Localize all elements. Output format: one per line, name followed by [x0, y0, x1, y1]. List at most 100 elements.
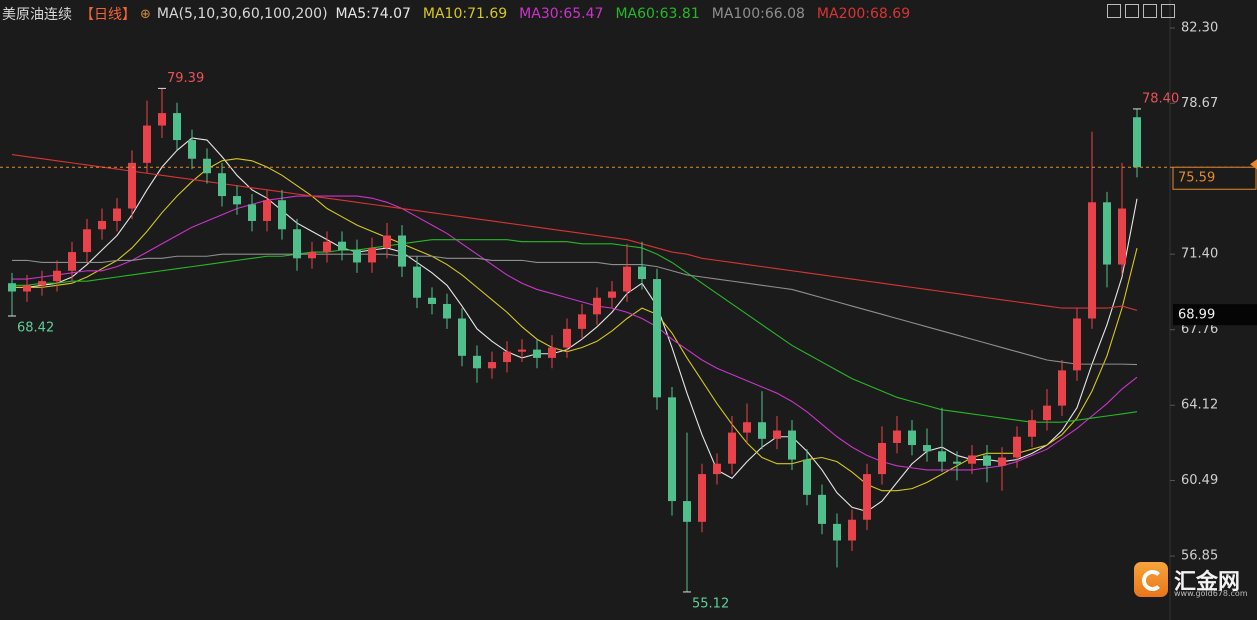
candle-body — [443, 303, 451, 319]
logo-name: 汇金网 — [1174, 570, 1241, 595]
y-tick-label: 56.85 — [1181, 549, 1218, 564]
candle-body — [263, 200, 271, 221]
candle-body — [953, 461, 961, 464]
ref-price-box — [1173, 304, 1257, 326]
candle-body — [653, 279, 661, 398]
candle-body — [968, 455, 976, 464]
candle-body — [863, 474, 871, 520]
legend-entry: MA60:63.81 — [615, 6, 700, 22]
candle-body — [173, 113, 181, 141]
candle-body — [503, 351, 511, 363]
candle-body — [1103, 202, 1111, 265]
y-tick-label: 67.76 — [1181, 322, 1218, 337]
candle-body — [1088, 202, 1096, 319]
candle-body — [413, 266, 421, 298]
current-price-box — [1172, 166, 1257, 190]
candle-body — [1043, 405, 1051, 421]
candle-body — [593, 297, 601, 315]
candle-body — [128, 162, 136, 209]
candle-body — [698, 474, 706, 522]
legend-entry: MA200:68.69 — [816, 6, 911, 22]
candle-body — [38, 281, 46, 286]
legend-entry: MA100:66.08 — [711, 6, 805, 22]
candle-body — [308, 252, 316, 259]
candle-body — [878, 442, 886, 475]
candle-body — [143, 125, 151, 163]
candle-body — [233, 196, 241, 205]
candle-body — [68, 252, 76, 271]
ref-price-label: 68.99 — [1178, 308, 1215, 323]
logo-url: www.gold678.com — [1174, 589, 1248, 598]
candle-body — [773, 430, 781, 439]
candle-body — [98, 220, 106, 230]
candle-body — [23, 285, 31, 292]
legend: MA5:74.07 MA10:71.69 MA30:65.47 MA60:63.81 M… — [336, 6, 923, 22]
candle-body — [788, 430, 796, 460]
candle-body — [188, 140, 196, 159]
candle-body — [578, 314, 586, 329]
candle-body — [818, 494, 826, 524]
candle-body — [563, 328, 571, 348]
candle-body — [428, 297, 436, 304]
candle-body — [1028, 420, 1036, 437]
y-tick-label: 64.12 — [1181, 398, 1218, 413]
ma-line — [12, 253, 1138, 366]
extreme-label: 78.40 — [1142, 91, 1179, 106]
candle-body — [728, 432, 736, 464]
candle-body — [923, 445, 931, 452]
candle-body — [848, 519, 856, 541]
add-icon[interactable]: ⊕ — [140, 6, 151, 22]
candle-body — [158, 113, 166, 126]
price-arrow — [1250, 159, 1257, 170]
tool-button[interactable] — [1143, 4, 1157, 18]
candle-body — [1073, 318, 1081, 371]
candle-body — [278, 200, 286, 230]
chart-header: 美原油连续 【日线】 ⊕ MA(5,10,30,60,100,200) MA5:… — [2, 4, 922, 24]
chart-title: 美原油连续 — [2, 7, 72, 23]
candle-body — [1118, 208, 1126, 265]
candle-body — [638, 266, 646, 280]
candle-body — [1013, 436, 1021, 458]
candle-body — [353, 250, 361, 263]
candle-body — [1133, 117, 1141, 168]
candle-body — [458, 318, 466, 356]
candle-body — [518, 349, 526, 352]
legend-entry: MA5:74.07 — [335, 6, 411, 22]
candle-body — [998, 457, 1006, 466]
ma-line — [12, 158, 1138, 492]
extreme-label: 55.12 — [692, 596, 729, 611]
legend-entry: MA30:65.47 — [519, 6, 604, 22]
candle-body — [248, 204, 256, 221]
candle-body — [338, 241, 346, 251]
candle-body — [743, 422, 751, 433]
candle-body — [623, 266, 631, 292]
tool-button[interactable] — [1125, 4, 1139, 18]
tool-button[interactable] — [1107, 4, 1121, 18]
ma-params[interactable]: MA(5,10,30,60,100,200) — [156, 6, 328, 22]
candle-body — [293, 229, 301, 259]
candle-body — [668, 397, 676, 502]
candle-body — [53, 270, 61, 282]
candle-body — [833, 523, 841, 541]
logo-badge — [1134, 562, 1168, 597]
ma-line — [12, 195, 1138, 471]
candle-body — [908, 430, 916, 446]
candle-body — [473, 355, 481, 369]
y-tick-label: 82.30 — [1181, 21, 1218, 36]
candle-body — [488, 362, 496, 369]
candle-body — [548, 347, 556, 358]
y-tick-label: 60.49 — [1181, 473, 1218, 488]
ma-line — [11, 154, 1138, 311]
extreme-label: 68.42 — [17, 320, 54, 335]
candle-body — [113, 208, 121, 221]
candle-body — [368, 247, 376, 263]
candle-body — [983, 455, 991, 466]
ma-line — [12, 239, 1138, 423]
y-tick-label: 78.67 — [1181, 96, 1218, 111]
period-label[interactable]: 【日线】 — [80, 7, 136, 23]
tool-button[interactable] — [1161, 4, 1175, 18]
y-tick-label: 71.40 — [1181, 247, 1218, 262]
candle-body — [683, 501, 691, 522]
